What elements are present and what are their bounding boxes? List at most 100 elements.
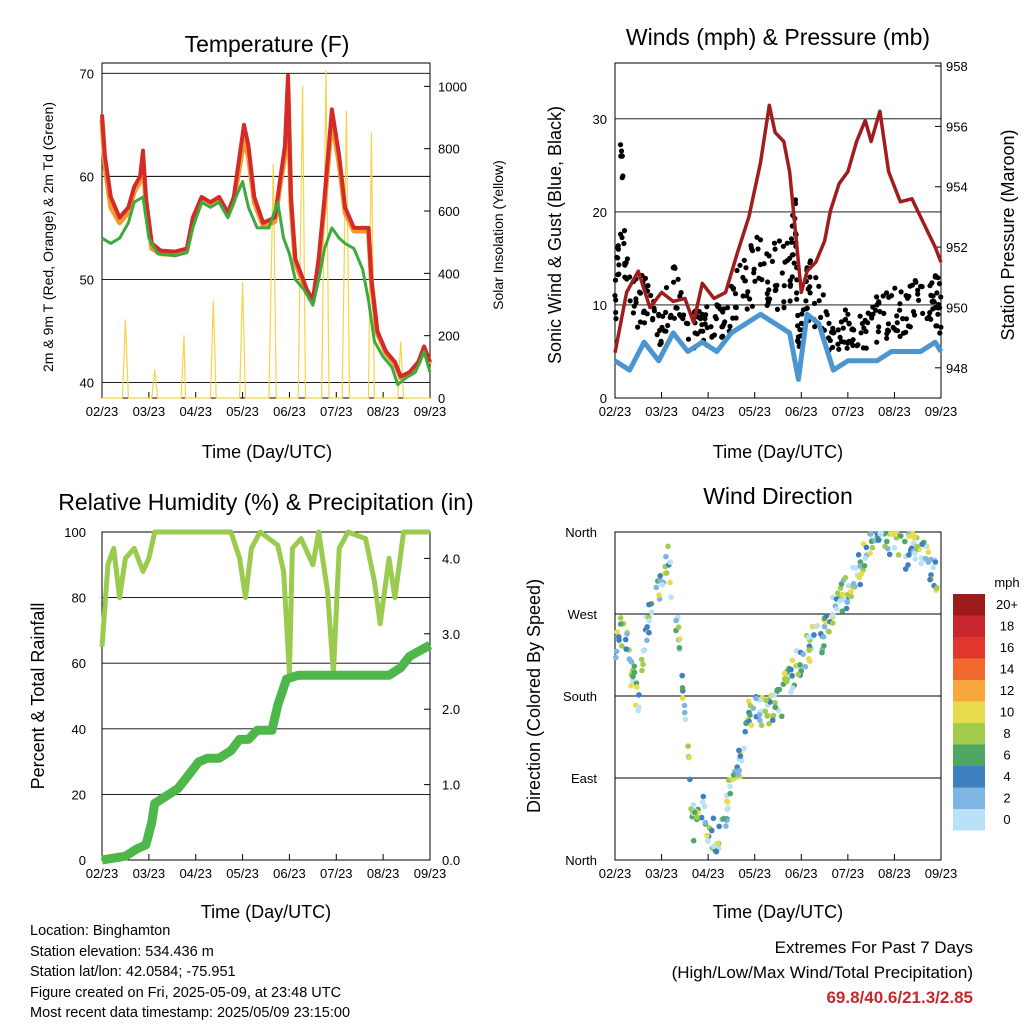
gust-point [863, 345, 869, 351]
speed-legend-swatch [953, 809, 985, 831]
direction-point [709, 827, 715, 834]
gust-point [630, 310, 637, 316]
speed-legend-label: 18 [1000, 619, 1014, 634]
gust-point [846, 338, 852, 344]
figure-created: Figure created on Fri, 2025-05-09, at 23… [30, 984, 342, 1001]
winds-ytick-label: 0 [600, 391, 607, 406]
temperature-ytick-right-label: 800 [438, 142, 460, 157]
direction-point [762, 708, 769, 715]
gust-point [757, 237, 764, 243]
direction-point [843, 605, 850, 612]
direction-point [687, 776, 693, 783]
gust-point [642, 275, 649, 281]
direction-point [613, 654, 619, 661]
gust-point [787, 283, 793, 289]
gust-point [612, 293, 618, 299]
gust-point [903, 316, 910, 322]
direction-point [891, 545, 898, 551]
direction-point [675, 624, 682, 630]
gust-point [637, 319, 644, 325]
gust-point [820, 292, 826, 298]
gust-point [621, 228, 628, 234]
direction-point [821, 623, 828, 630]
gust-point [780, 243, 787, 249]
temperature-xtick-label: 08/23 [367, 404, 400, 419]
gust-point [892, 285, 898, 291]
direction-point [730, 776, 736, 782]
direction-point [848, 593, 854, 600]
gust-point [667, 314, 673, 320]
direction-point [663, 570, 670, 576]
direction-point [819, 649, 825, 656]
station-pressure-line [613, 103, 943, 354]
gust-point [794, 290, 800, 296]
direction-point [898, 533, 904, 539]
direction-point [919, 541, 925, 547]
direction-point [902, 566, 909, 572]
direction-point [800, 651, 806, 657]
gust-point [803, 298, 809, 304]
direction-point [757, 717, 763, 724]
direction-point [704, 832, 710, 839]
humidity-xlabel: Time (Day/UTC) [201, 902, 331, 922]
gust-point [897, 333, 903, 339]
direction-point [741, 745, 747, 752]
gust-point [791, 260, 797, 266]
gust-point [824, 312, 830, 318]
gust-point [800, 307, 807, 313]
dewpoint-line [101, 180, 432, 387]
temperature-ytick-label: 40 [80, 376, 94, 391]
gust-point [700, 328, 706, 334]
gust-point [698, 316, 704, 322]
gust-point [618, 153, 624, 159]
direction-point [925, 549, 932, 555]
direction-point [679, 685, 686, 691]
direction-point [813, 623, 819, 630]
direction-point [886, 551, 893, 558]
gust-point [678, 290, 684, 296]
gust-point [724, 305, 731, 311]
gust-point [663, 309, 669, 315]
gust-point [865, 320, 871, 326]
gust-point [888, 293, 895, 299]
gust-point [671, 279, 677, 285]
direction-point [927, 576, 933, 583]
direction-point [653, 584, 660, 591]
direction-point [616, 634, 622, 640]
gust-point [782, 259, 788, 265]
direction-point [834, 590, 841, 596]
gust-point [795, 339, 802, 345]
direction-point [640, 647, 647, 654]
direction-point [727, 790, 733, 797]
gust-point [621, 240, 627, 247]
gust-point [897, 307, 903, 313]
gust-point [928, 292, 934, 298]
gust-point [616, 262, 622, 268]
direction-point [710, 815, 717, 822]
temperature-panel: Temperature (F) Time (Day/UTC) 2m & 9m T… [40, 31, 506, 462]
gust-point [719, 324, 725, 330]
temperature-xtick-label: 02/23 [86, 404, 119, 419]
direction-xtick-label: 05/23 [738, 866, 771, 881]
temperature-title: Temperature (F) [185, 31, 350, 57]
winds-ytick-right-label: 952 [946, 240, 968, 255]
gust-point [884, 290, 890, 296]
speed-legend-swatch [953, 766, 985, 788]
direction-point [623, 646, 629, 652]
gust-point [759, 277, 765, 283]
direction-point [850, 580, 857, 587]
direction-point [686, 754, 692, 761]
direction-ytick-label: South [563, 689, 597, 704]
direction-xtick-label: 02/23 [599, 866, 632, 881]
gust-point [840, 325, 846, 331]
direction-point [721, 815, 727, 822]
gust-point [898, 289, 904, 295]
extremes-values: 69.8/40.6/21.3/2.85 [826, 988, 973, 1007]
direction-point [665, 543, 671, 550]
gust-point [733, 315, 739, 321]
gust-point [660, 313, 666, 319]
direction-point [699, 799, 706, 805]
direction-ytick-label: North [565, 525, 597, 540]
winds-ytick-right-label: 954 [946, 180, 968, 195]
humidity-ytick-right-label: 4.0 [442, 551, 460, 566]
